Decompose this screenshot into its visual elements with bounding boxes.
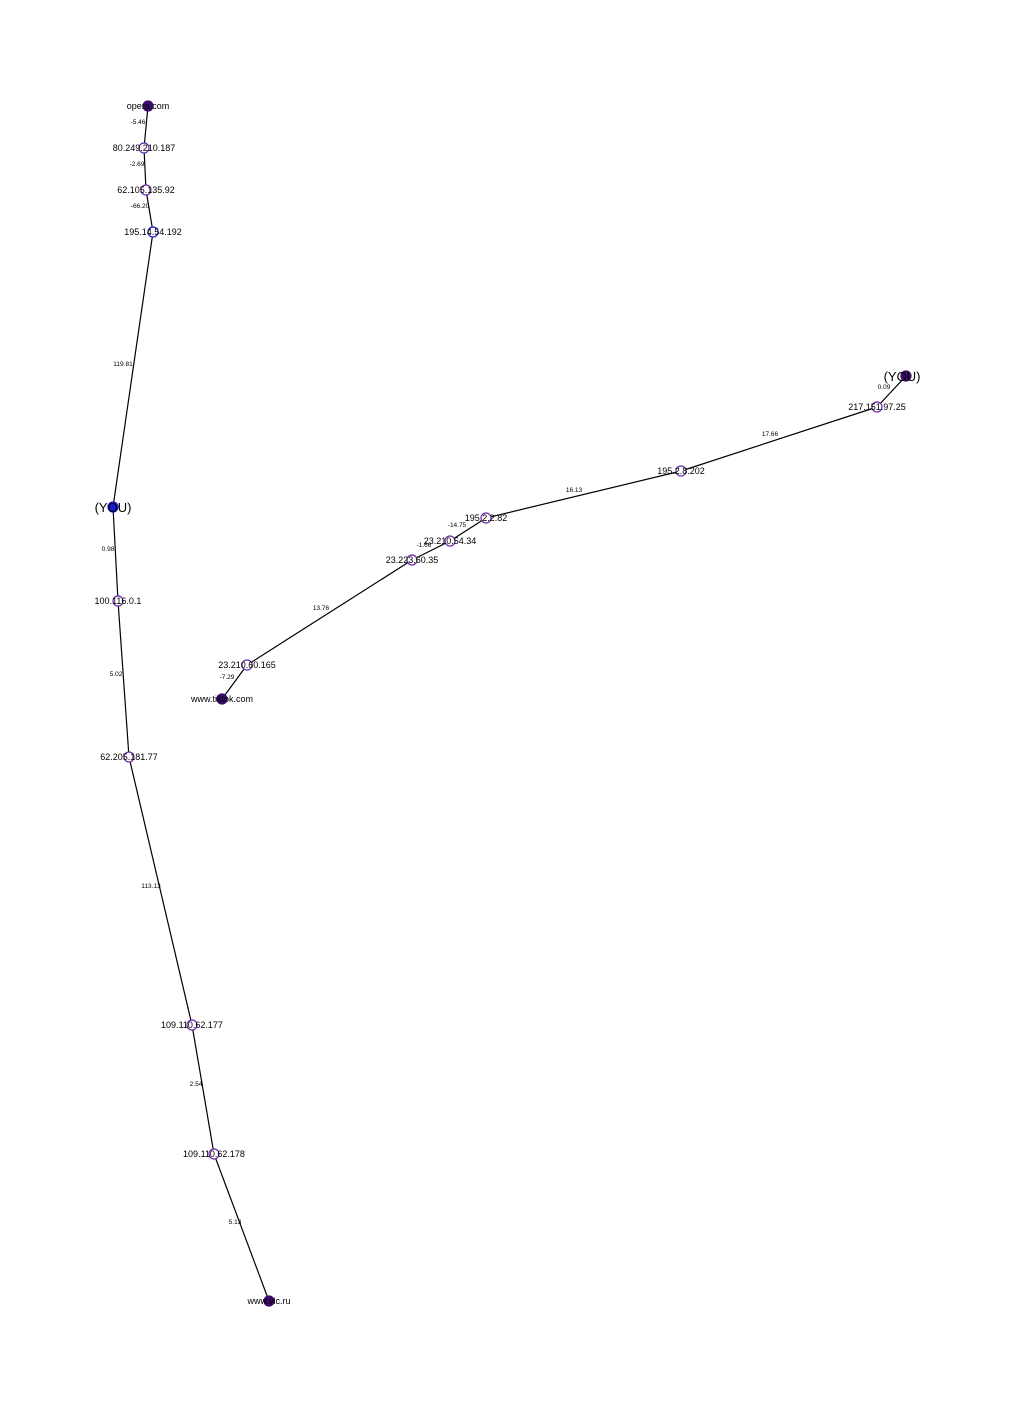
edge-n_23_165-n_tiktok xyxy=(221,664,248,700)
edge-weight-label: -7.29 xyxy=(220,674,235,681)
edges-layer xyxy=(112,105,907,1302)
edge-weight-label: 17.66 xyxy=(762,431,779,438)
node-label: 23.223.60.35 xyxy=(386,555,439,565)
edge-n_195_14-n_you_left xyxy=(112,231,154,508)
node-label: 109.110.62.178 xyxy=(183,1149,245,1159)
node-n-23-54 xyxy=(444,535,456,547)
node-n-you-left xyxy=(107,501,119,513)
edge-n_109_177-n_109_178 xyxy=(191,1024,215,1155)
node-n-vlc xyxy=(263,1295,275,1307)
node-label: 195.2.8.202 xyxy=(657,466,705,476)
edge-n_109_178-n_vlc xyxy=(213,1153,270,1302)
node-n-100 xyxy=(112,595,124,607)
edge-weight-label: -5.46 xyxy=(131,119,146,126)
node-label: 217.151.97.25 xyxy=(848,402,906,412)
edge-n_you_right-n_217 xyxy=(876,375,907,408)
node-label: 195.2.2.82 xyxy=(465,513,508,523)
node-n-23-223 xyxy=(406,554,418,566)
edge-n_80-n_62_105 xyxy=(143,147,147,191)
node-label: opera.com xyxy=(127,101,170,111)
node-n-217 xyxy=(871,401,883,413)
node-label: 23.210.54.34 xyxy=(424,536,477,546)
edge-weight-label: 2.54 xyxy=(190,1081,203,1088)
edge-weight-label: 113.13 xyxy=(141,883,161,890)
edge-n_195_2_202-n_195_2_82 xyxy=(485,470,682,519)
node-n-tiktok xyxy=(216,693,228,705)
node-label: www.vlc.ru xyxy=(246,1296,290,1306)
edge-n_23_54-n_23_223 xyxy=(411,540,451,561)
node-label: www.tiktok.com xyxy=(190,694,253,704)
node-labels-layer: opera.com 80.249.210.187 62.105.135.92 195.… xyxy=(95,101,921,1306)
node-n-62-105 xyxy=(140,184,152,196)
edge-weight-label: 119.81 xyxy=(113,361,133,368)
node-label: (YOU) xyxy=(884,369,921,384)
nodes-layer xyxy=(107,100,912,1307)
node-n-195-14 xyxy=(147,226,159,238)
edge-weight-label: -2.69 xyxy=(130,161,145,168)
node-n-23-165 xyxy=(241,659,253,671)
edge-n_you_left-n_100 xyxy=(112,506,119,602)
node-n-80 xyxy=(138,142,150,154)
edge-weight-label: 5.02 xyxy=(110,671,123,678)
edge-weight-label: -1.66 xyxy=(417,542,432,549)
node-label: 109.110.62.177 xyxy=(161,1020,223,1030)
node-label: (YOU) xyxy=(95,500,132,515)
edge-weight-label: -66.20 xyxy=(131,203,150,210)
node-label: 80.249.210.187 xyxy=(113,143,176,153)
edge-weight-label: 16.13 xyxy=(566,487,583,494)
edge-weight-label: 13.76 xyxy=(313,605,330,612)
node-label: 100.116.0.1 xyxy=(95,596,142,606)
edge-weight-label: -14.75 xyxy=(448,522,467,529)
node-n-109-177 xyxy=(186,1019,198,1031)
node-label: 195.14.54.192 xyxy=(124,227,182,237)
node-label: 62.205.181.77 xyxy=(100,752,158,762)
node-n-109-178 xyxy=(208,1148,220,1160)
node-n-195-2-82 xyxy=(480,512,492,524)
edge-labels-layer: -5.46 -2.69 -66.20 119.81 0.98 5.02 113.13 2.54… xyxy=(102,119,891,1226)
edge-n_23_223-n_23_165 xyxy=(246,559,413,666)
node-n-you-right xyxy=(900,370,912,382)
edge-weight-label: 5.13 xyxy=(229,1219,242,1226)
edge-n_100-n_62_205 xyxy=(117,600,130,758)
node-n-62-205 xyxy=(123,751,135,763)
edge-n_62_205-n_109_177 xyxy=(128,756,193,1026)
node-label: 23.210.60.165 xyxy=(218,660,276,670)
edge-weight-label: 0.98 xyxy=(102,546,115,553)
edge-n_217-n_195_2_202 xyxy=(680,406,878,472)
node-n-opera xyxy=(142,100,154,112)
edge-weight-label: 0.09 xyxy=(878,384,891,391)
edge-n_62_105-n_195_14 xyxy=(145,189,154,233)
edge-n_opera-n_80 xyxy=(143,105,149,149)
node-label: 62.105.135.92 xyxy=(117,185,175,195)
edge-n_195_2_82-n_23_54 xyxy=(449,517,487,542)
node-n-195-2-202 xyxy=(675,465,687,477)
